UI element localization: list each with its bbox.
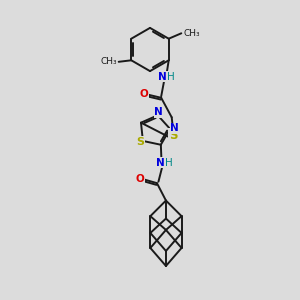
Text: CH₃: CH₃ — [100, 57, 117, 66]
Text: CH₃: CH₃ — [183, 29, 200, 38]
Text: S: S — [136, 136, 145, 146]
Text: O: O — [136, 174, 144, 184]
Text: H: H — [167, 72, 175, 82]
Text: N: N — [170, 123, 179, 133]
Text: N: N — [154, 107, 163, 117]
Text: N: N — [158, 72, 167, 82]
Text: H: H — [165, 158, 173, 168]
Text: N: N — [156, 158, 164, 168]
Text: S: S — [169, 129, 178, 142]
Text: O: O — [140, 89, 148, 99]
